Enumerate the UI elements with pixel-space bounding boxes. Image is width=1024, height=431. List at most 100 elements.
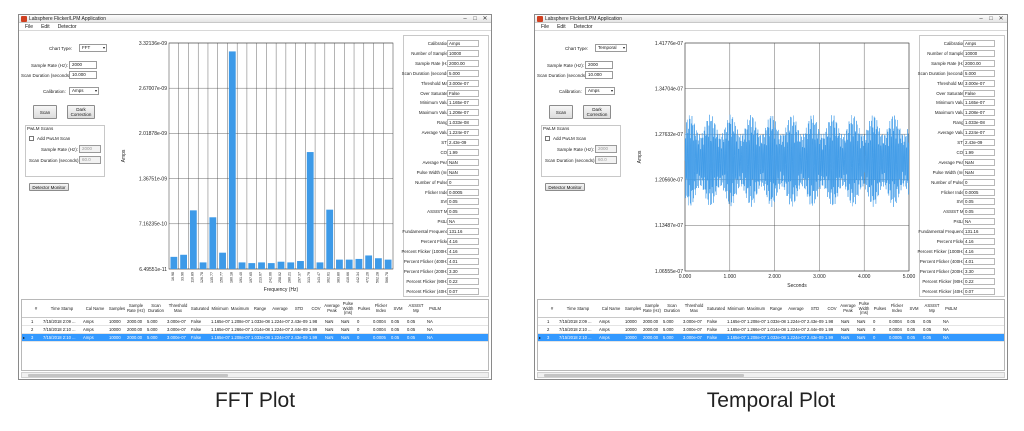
column-header[interactable]: Pulses xyxy=(873,305,887,311)
column-header[interactable]: Samples xyxy=(108,305,126,311)
stat-row: Number of Samples 10000 xyxy=(404,49,488,59)
column-header[interactable]: Saturated xyxy=(706,305,726,311)
scan-duration-input[interactable]: 10.000 xyxy=(69,71,97,79)
column-header[interactable]: ASSIST Mp xyxy=(408,303,424,313)
column-header[interactable]: Maximum xyxy=(746,305,766,311)
column-header[interactable]: Average xyxy=(788,305,804,311)
scrollbar-thumb[interactable] xyxy=(28,374,228,377)
menu-edit[interactable]: Edit xyxy=(557,24,566,30)
menu-file[interactable]: File xyxy=(541,24,550,30)
minimize-icon[interactable]: – xyxy=(979,16,983,22)
column-header[interactable]: Pulses xyxy=(357,305,371,311)
column-header[interactable]: Saturated xyxy=(190,305,210,311)
table-cell: 1.224e-07 xyxy=(271,335,290,340)
close-icon[interactable]: ✕ xyxy=(998,16,1004,22)
table-cell: Amps xyxy=(599,327,610,332)
horizontal-scrollbar[interactable] xyxy=(21,372,489,378)
table-row[interactable]: 2 7/15/2018 2:10 ... Amps 10000 2000.00 5.000… xyxy=(22,326,488,334)
column-header[interactable]: Average xyxy=(272,305,288,311)
scrollbar-thumb[interactable] xyxy=(544,374,744,377)
stat-label: Threshold Max xyxy=(936,80,966,86)
scan-button[interactable]: Scan xyxy=(33,105,57,119)
column-header[interactable]: Maximum xyxy=(230,305,250,311)
column-header[interactable]: STD xyxy=(294,305,304,311)
maximize-icon[interactable]: □ xyxy=(989,16,993,22)
chart-type-select[interactable]: FFT ▾ xyxy=(79,44,107,52)
detector-monitor-button[interactable]: Detector Monitor xyxy=(545,183,585,191)
column-header[interactable]: SVM xyxy=(393,305,403,311)
column-header[interactable]: Sample Rate (Hz) xyxy=(127,303,145,313)
detector-monitor-button[interactable]: Detector Monitor xyxy=(29,183,69,191)
column-header[interactable]: Flicker Index xyxy=(890,303,904,313)
column-header[interactable]: Scan Duration xyxy=(664,303,680,313)
dark-correction-button[interactable]: Dark Correction xyxy=(583,105,611,119)
menu-edit[interactable]: Edit xyxy=(41,24,50,30)
sample-rate-input[interactable]: 2000 xyxy=(69,61,97,69)
column-header[interactable]: Samples xyxy=(624,305,642,311)
menu-file[interactable]: File xyxy=(25,24,34,30)
column-header[interactable]: Cal Name xyxy=(601,305,621,311)
add-pwm-checkbox[interactable] xyxy=(29,136,34,141)
dark-correction-button[interactable]: Dark Correction xyxy=(67,105,95,119)
column-header[interactable]: Range xyxy=(769,305,783,311)
column-header[interactable]: Range xyxy=(253,305,267,311)
menu-detector[interactable]: Detector xyxy=(573,24,593,30)
table-row[interactable]: ▸ 3 7/15/2018 2:10 ... Amps 10000 2000.00 5.00… xyxy=(538,334,1004,342)
column-header[interactable]: Threshold Max xyxy=(168,303,188,313)
column-header[interactable]: # xyxy=(34,305,38,311)
table-row[interactable]: 1 7/15/2018 2:09 ... Amps 10000 2000.00 5.000… xyxy=(538,318,1004,326)
column-header[interactable]: SVM xyxy=(909,305,919,311)
table-cell: 10000 xyxy=(109,327,121,332)
scan-duration-input[interactable]: 10.000 xyxy=(585,71,613,79)
add-pwm-checkbox[interactable] xyxy=(545,136,550,141)
column-header[interactable]: Average Peak xyxy=(324,303,340,313)
pwm-sample-rate-label: Sample Rate (Hz): xyxy=(557,147,595,152)
column-header[interactable]: PstLM xyxy=(429,305,441,311)
chart-type-select[interactable]: Temporal ▾ xyxy=(595,44,627,52)
horizontal-scrollbar[interactable] xyxy=(537,372,1005,378)
column-header[interactable]: Pulse Width (ms) xyxy=(342,301,354,316)
column-header[interactable]: Average Peak xyxy=(840,303,856,313)
pwm-sample-rate-select[interactable]: 2000 xyxy=(595,145,617,153)
table-row[interactable]: 2 7/15/2018 2:10 ... Amps 10000 2000.00 5.000… xyxy=(538,326,1004,334)
maximize-icon[interactable]: □ xyxy=(473,16,477,22)
stat-row: Average Peak NaN xyxy=(404,158,488,168)
menu-detector[interactable]: Detector xyxy=(57,24,77,30)
column-header[interactable]: Minimum xyxy=(211,305,229,311)
calibration-select[interactable]: Amps ▾ xyxy=(585,87,615,95)
column-header[interactable]: Time Stamp xyxy=(566,305,590,311)
sample-rate-input[interactable]: 2000 xyxy=(585,61,613,69)
stat-row: Percent Flicker (400Hz) 4.01 xyxy=(404,257,488,267)
calibration-select[interactable]: Amps ▾ xyxy=(69,87,99,95)
column-header[interactable]: COV xyxy=(827,305,837,311)
column-header[interactable]: Scan Duration xyxy=(148,303,164,313)
stat-label: Pulse Width (ms) xyxy=(416,169,450,175)
scan-button[interactable]: Scan xyxy=(549,105,573,119)
column-header[interactable]: # xyxy=(550,305,554,311)
column-header[interactable]: ASSIST Mp xyxy=(924,303,940,313)
close-icon[interactable]: ✕ xyxy=(482,16,488,22)
column-header[interactable]: Sample Rate (Hz) xyxy=(643,303,661,313)
column-header[interactable]: Flicker Index xyxy=(374,303,388,313)
fft-bar xyxy=(209,217,217,269)
pwm-duration-input[interactable]: 60.0 xyxy=(79,156,101,164)
column-header[interactable]: PstLM xyxy=(945,305,957,311)
column-header[interactable]: COV xyxy=(311,305,321,311)
pwm-duration-input[interactable]: 60.0 xyxy=(595,156,617,164)
table-cell: 2000.00 xyxy=(127,335,143,340)
table-row[interactable]: ▸ 3 7/15/2018 2:10 ... Amps 10000 2000.00 5.00… xyxy=(22,334,488,342)
stat-label: Percent Flicker (200Hz) xyxy=(919,268,966,274)
pwm-sample-rate-select[interactable]: 2000 xyxy=(79,145,101,153)
minimize-icon[interactable]: – xyxy=(463,16,467,22)
column-header[interactable]: Time Stamp xyxy=(50,305,74,311)
x-tick-label: 343.47 xyxy=(317,272,321,283)
stat-value: 2000.00 xyxy=(963,59,995,67)
column-header[interactable]: Cal Name xyxy=(85,305,105,311)
column-header[interactable]: Threshold Max xyxy=(684,303,704,313)
x-tick-label: 410.66 xyxy=(346,272,350,283)
y-axis-label: Amps xyxy=(121,149,127,162)
table-row[interactable]: 1 7/15/2018 2:09 ... Amps 10000 2000.00 5.000… xyxy=(22,318,488,326)
column-header[interactable]: STD xyxy=(810,305,820,311)
column-header[interactable]: Pulse Width (ms) xyxy=(858,301,870,316)
column-header[interactable]: Minimum xyxy=(727,305,745,311)
